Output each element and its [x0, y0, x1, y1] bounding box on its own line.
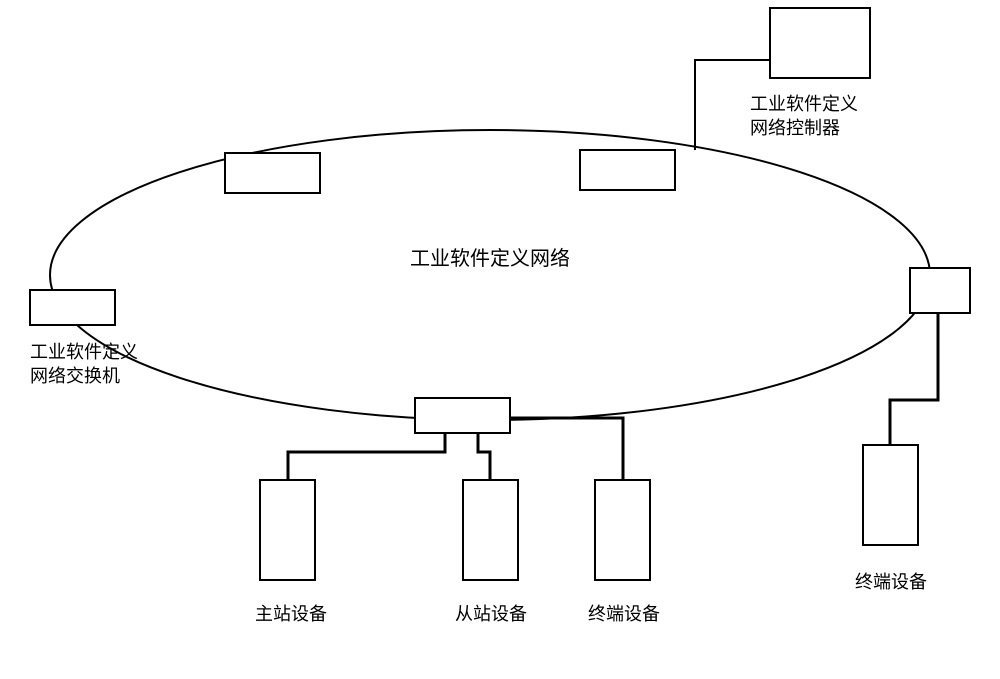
edge-bottom_switch-master — [288, 432, 445, 480]
edge-bottom_switch-terminal1 — [500, 418, 623, 480]
node-left_switch — [30, 290, 115, 325]
node-controller — [770, 8, 870, 78]
edge-bottom_switch-slave — [478, 432, 490, 480]
label-terminal1: 终端设备 — [588, 604, 660, 624]
label-master: 主站设备 — [255, 604, 327, 624]
label-slave: 从站设备 — [455, 604, 527, 624]
label-controller-line1: 网络控制器 — [750, 118, 840, 138]
label-left_switch-line1: 网络交换机 — [30, 366, 120, 386]
node-terminal1 — [595, 480, 650, 580]
label-left_switch-line0: 工业软件定义 — [30, 342, 138, 362]
network-diagram: 工业软件定义网络工业软件定义网络控制器工业软件定义网络交换机主站设备从站设备终端… — [0, 0, 1000, 679]
node-slave — [463, 480, 518, 580]
node-right_switch — [910, 268, 970, 313]
node-terminal2 — [863, 445, 918, 545]
node-master — [260, 480, 315, 580]
network-ellipse — [50, 130, 930, 420]
node-bottom_switch — [415, 398, 510, 433]
node-top_left_switch — [225, 153, 320, 193]
node-top_right_switch — [580, 150, 675, 190]
edge-right_switch-terminal2 — [890, 313, 938, 445]
label-terminal2: 终端设备 — [855, 572, 927, 592]
center-label: 工业软件定义网络 — [410, 247, 570, 270]
label-controller-line0: 工业软件定义 — [750, 94, 858, 114]
